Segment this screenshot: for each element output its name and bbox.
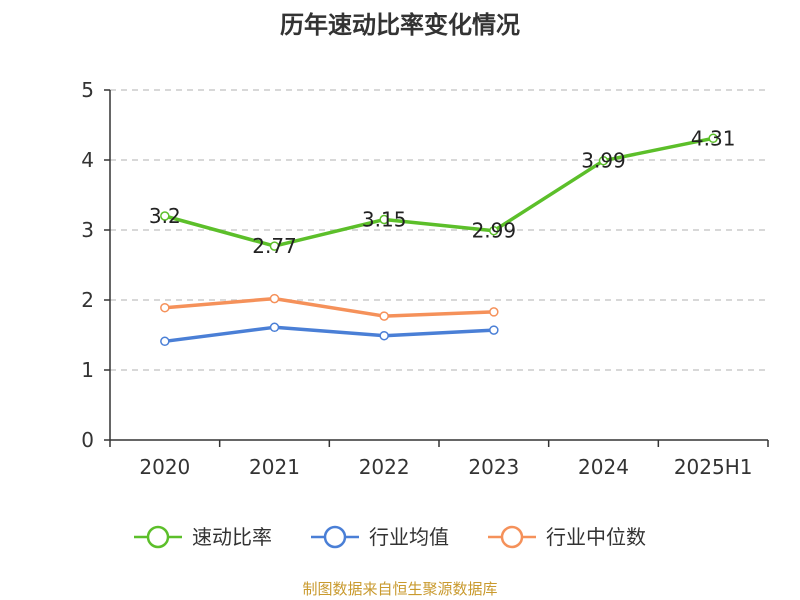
x-tick-label-0: 2020 [139, 455, 190, 479]
grid [110, 89, 768, 371]
x-tick-label-3: 2023 [468, 455, 519, 479]
point-0-1 [269, 241, 280, 251]
point-2-0 [160, 302, 170, 313]
x-tick-label-4: 2024 [578, 455, 629, 479]
series-line-2 [164, 296, 494, 318]
y-tick-label-1: 1 [81, 358, 94, 382]
point-1-3 [489, 325, 499, 335]
y-tick-label-5: 5 [81, 78, 94, 102]
data-label-0-3: 2.99 [472, 219, 517, 243]
series-line-1 [164, 325, 494, 344]
y-tick-label-0: 0 [81, 428, 94, 452]
y-tick-label-4: 4 [81, 148, 94, 172]
point-1-0 [160, 336, 170, 347]
point-2-3 [489, 307, 499, 317]
x-tick-label-1: 2021 [249, 455, 300, 479]
data-label-0-4: 3.99 [581, 149, 626, 173]
point-0-3 [489, 225, 499, 236]
data-label-0-5: 4.31 [691, 126, 736, 150]
legend-label-1: 行业均值 [369, 525, 449, 549]
point-0-4 [598, 155, 609, 166]
axes: 0 1 2 3 4 5 2020 2021 2022 2023 2024 2025H1 [81, 78, 769, 479]
y-tick-label-2: 2 [81, 288, 94, 312]
point-0-2 [379, 214, 389, 225]
point-1-2 [379, 330, 389, 341]
legend-marker-0 [146, 525, 170, 549]
point-0-5 [708, 133, 718, 144]
legend-label-0: 速动比率 [192, 525, 272, 549]
data-labels: 3.2 2.77 3.15 2.99 3.99 4.31 [149, 126, 736, 258]
series-layer [160, 133, 718, 347]
point-0-0 [160, 211, 170, 221]
series-line-0 [164, 136, 714, 248]
data-label-0-2: 3.15 [362, 208, 407, 232]
chart-title: 历年速动比率变化情况 [280, 11, 520, 39]
source-note: 制图数据来自恒生聚源数据库 [302, 580, 497, 598]
point-2-1 [269, 293, 280, 304]
x-tick-label-2: 2022 [359, 455, 410, 479]
data-label-0-1: 2.77 [252, 234, 297, 258]
legend: 速动比率 行业均值 行业中位数 [134, 525, 646, 549]
point-2-2 [379, 311, 389, 321]
legend-label-2: 行业中位数 [546, 525, 646, 549]
legend-marker-2 [500, 525, 524, 549]
y-tick-label-3: 3 [81, 218, 94, 242]
point-1-1 [269, 322, 280, 333]
x-tick-label-5: 2025H1 [674, 455, 753, 479]
data-label-0-0: 3.2 [149, 204, 181, 228]
legend-marker-1 [323, 525, 347, 549]
